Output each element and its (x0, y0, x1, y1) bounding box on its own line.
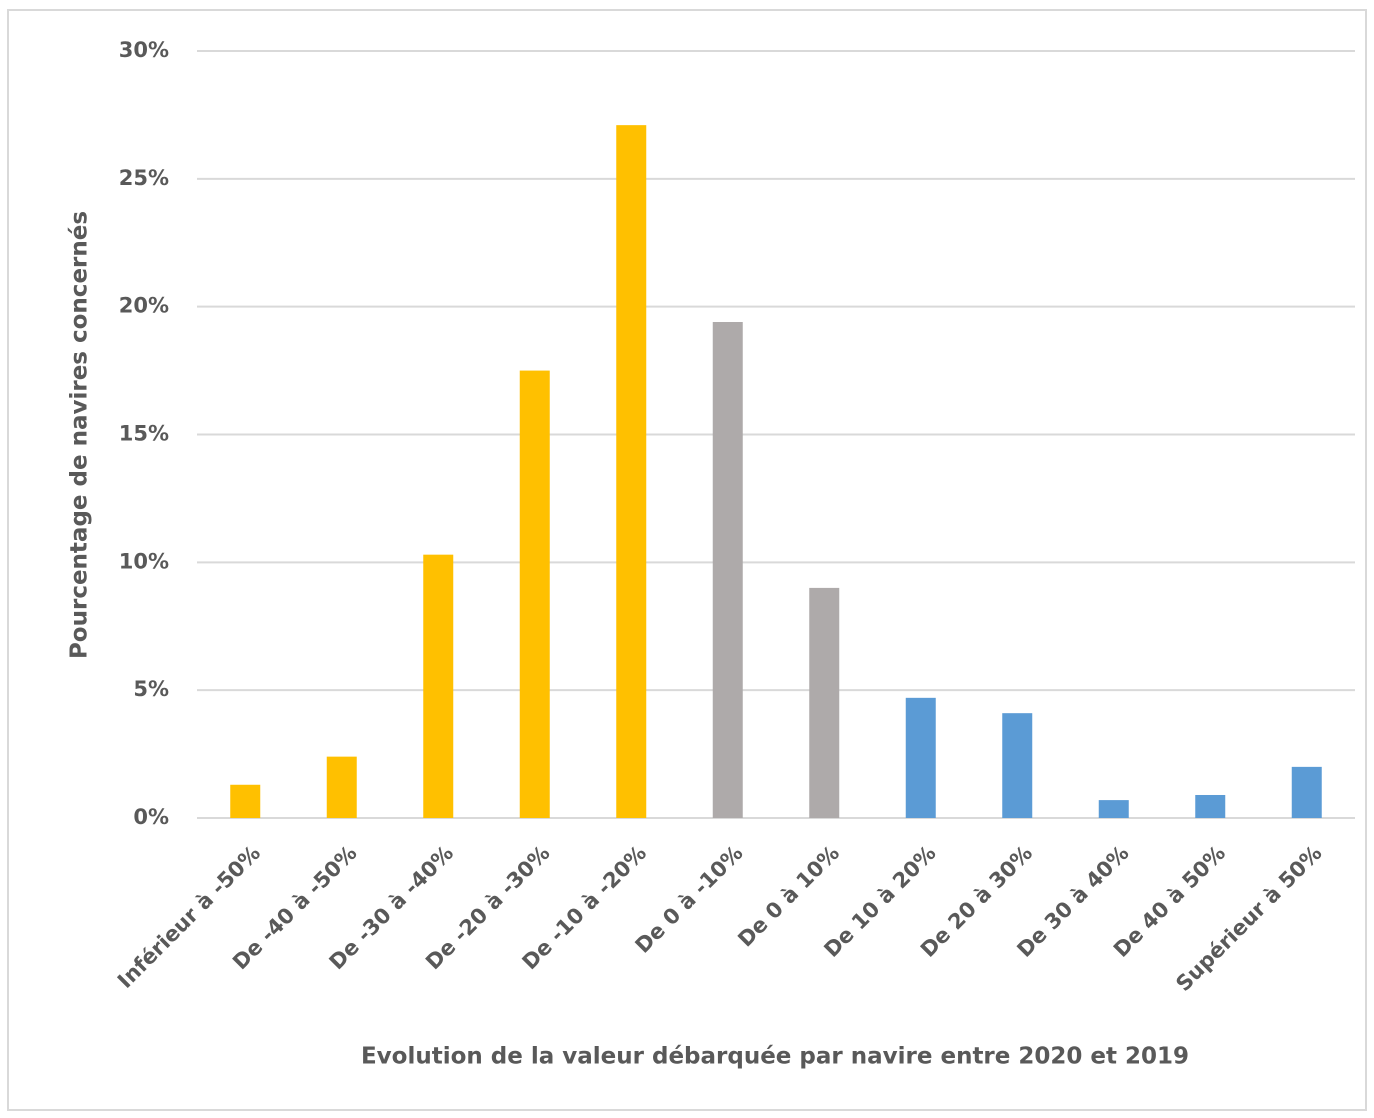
bar (1291, 766, 1322, 818)
bar (1098, 800, 1129, 818)
y-tick-label: 5% (133, 677, 169, 701)
bar (423, 554, 454, 818)
chart-border (7, 9, 1367, 1111)
y-tick-label: 0% (133, 805, 169, 829)
bar (326, 756, 357, 818)
bar (809, 587, 840, 818)
x-tick-label: De 0 à 10% (733, 841, 844, 952)
bar (616, 125, 647, 819)
y-axis-title: Pourcentage de navires concernés (67, 211, 93, 659)
x-axis-title: Evolution de la valeur débarquée par nav… (361, 1044, 1189, 1070)
bar (230, 784, 261, 818)
bar (519, 370, 550, 818)
bar (905, 697, 936, 818)
y-tick-label: 10% (119, 549, 169, 573)
y-tick-label: 30% (119, 38, 169, 62)
y-tick-label: 15% (119, 422, 169, 446)
bar (1002, 713, 1033, 818)
bar (712, 322, 743, 818)
bar (1195, 794, 1226, 818)
y-tick-label: 20% (119, 294, 169, 318)
y-tick-label: 25% (119, 166, 169, 190)
